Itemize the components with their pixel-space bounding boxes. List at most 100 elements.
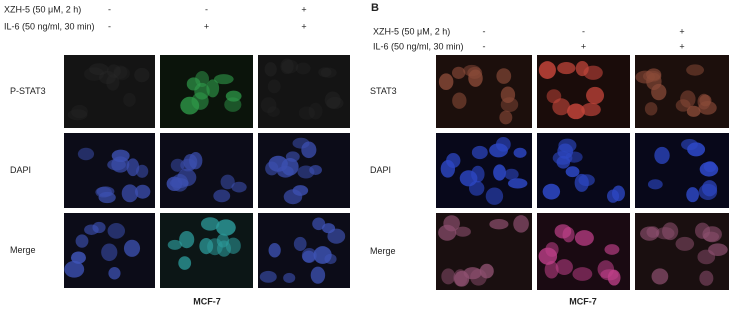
cell <box>640 226 659 241</box>
row-label: P-STAT3 <box>10 86 46 96</box>
cell <box>686 64 705 76</box>
cell <box>441 268 456 285</box>
treatment-label: IL-6 (50 ng/ml, 30 min) <box>4 21 95 31</box>
micrograph <box>635 55 729 128</box>
cell <box>686 105 701 117</box>
cell <box>293 236 307 251</box>
cell <box>454 226 471 237</box>
cell <box>189 151 203 170</box>
cell <box>95 186 112 198</box>
treatment-sign: + <box>679 41 684 51</box>
cell <box>67 109 88 121</box>
cell <box>75 234 89 248</box>
treatment-sign: - <box>483 41 486 51</box>
treatment-sign: + <box>301 4 306 14</box>
cell <box>463 267 482 280</box>
cell <box>485 187 504 205</box>
cell <box>220 174 235 190</box>
cell <box>267 106 280 117</box>
treatment-label: IL-6 (50 ng/ml, 30 min) <box>373 41 464 51</box>
cell <box>493 164 506 181</box>
cell <box>697 93 711 110</box>
cell <box>635 70 656 84</box>
cell <box>89 63 109 76</box>
cell <box>264 62 277 77</box>
cell <box>575 60 589 77</box>
cell <box>572 267 593 281</box>
cell <box>680 90 696 108</box>
cell <box>134 184 151 199</box>
cell <box>545 242 559 257</box>
cell <box>555 259 573 275</box>
cell <box>225 237 241 254</box>
cell <box>83 67 104 81</box>
cell <box>451 66 466 79</box>
cell <box>452 92 467 109</box>
micrograph <box>436 55 532 128</box>
cell <box>326 96 344 110</box>
cell <box>280 58 294 75</box>
cell <box>581 102 601 117</box>
treatment-sign: - <box>205 4 208 14</box>
cell <box>556 155 571 169</box>
cell <box>295 62 311 75</box>
cell <box>703 231 720 242</box>
cell <box>312 217 326 231</box>
cell <box>504 168 519 180</box>
cell <box>446 153 461 168</box>
cell <box>107 223 126 239</box>
cell <box>675 236 695 251</box>
cell <box>468 180 485 196</box>
cell-line-label: MCF-7 <box>193 296 221 306</box>
cell <box>64 260 85 278</box>
cell <box>513 215 529 233</box>
cell <box>302 250 316 263</box>
cell <box>107 159 126 171</box>
cell <box>322 223 336 234</box>
cell <box>260 97 277 114</box>
cell <box>662 222 679 241</box>
cell <box>496 68 512 84</box>
cell <box>199 237 214 255</box>
cell <box>513 147 527 158</box>
treatment-sign: - <box>582 26 585 36</box>
cell <box>538 61 556 79</box>
cell <box>231 181 247 193</box>
cell <box>281 157 299 176</box>
cell <box>77 147 95 161</box>
panel-label: B <box>371 2 379 14</box>
cell <box>216 219 236 236</box>
cell <box>647 179 663 190</box>
cell <box>113 66 130 81</box>
cell <box>479 263 494 279</box>
cell <box>267 79 281 94</box>
cell <box>298 106 315 120</box>
cell <box>489 143 508 158</box>
cell <box>108 267 121 280</box>
cell-line-label: MCF-7 <box>569 296 597 306</box>
cell <box>225 90 242 102</box>
cell <box>565 166 580 178</box>
cell <box>586 86 605 105</box>
cell <box>607 189 620 203</box>
cell <box>324 91 341 109</box>
cell <box>320 67 337 78</box>
cell <box>92 221 106 234</box>
cell <box>134 67 150 83</box>
cell <box>489 219 509 230</box>
cell <box>574 173 589 192</box>
cell <box>463 64 481 77</box>
cell <box>562 226 575 243</box>
cell <box>106 64 121 78</box>
cell <box>542 183 561 200</box>
cell <box>574 230 594 246</box>
cell <box>552 98 571 116</box>
cell <box>101 243 118 262</box>
cell <box>604 244 620 255</box>
cell <box>99 70 116 85</box>
cell <box>438 73 454 91</box>
cell <box>499 110 513 125</box>
cell <box>507 178 528 189</box>
row-label: DAPI <box>370 165 391 175</box>
cell <box>268 242 281 258</box>
